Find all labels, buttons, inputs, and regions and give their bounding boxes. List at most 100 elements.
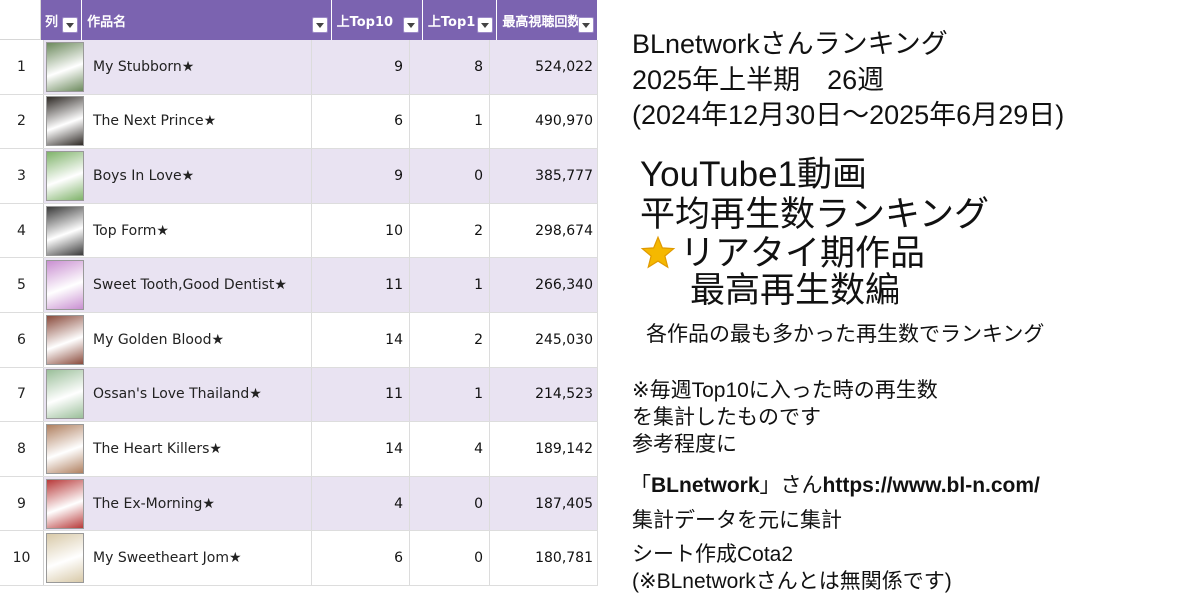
- rank-cell[interactable]: 5: [0, 258, 44, 312]
- top1-count-cell[interactable]: 1: [410, 94, 490, 149]
- max-views-cell[interactable]: 266,340: [490, 258, 598, 312]
- title-text: Ossan's Love Thailand★: [93, 386, 262, 403]
- title-cell[interactable]: The Ex-Morning★: [44, 476, 312, 531]
- source-url-link[interactable]: https://www.bl-n.com/: [822, 474, 1040, 497]
- table-body: 1 My Stubborn★ 9 8 524,022 2 The Next Prince★ 6…: [0, 40, 598, 586]
- top1-count-cell[interactable]: 0: [410, 149, 490, 203]
- title-cell[interactable]: My Stubborn★: [44, 40, 312, 94]
- max-views-cell[interactable]: 187,405: [490, 476, 598, 531]
- poster-thumbnail: [46, 369, 84, 420]
- rank-cell[interactable]: 7: [0, 367, 44, 422]
- top1-count-cell[interactable]: 1: [410, 258, 490, 312]
- top10-count-cell[interactable]: 14: [312, 312, 410, 367]
- subtitle: 各作品の最も多かった再生数でランキング: [646, 323, 1045, 346]
- table-row[interactable]: 5 Sweet Tooth,Good Dentist★ 11 1 266,340: [0, 258, 598, 313]
- table-row[interactable]: 2 The Next Prince★ 6 1 490,970: [0, 94, 598, 150]
- rank-cell[interactable]: 10: [0, 531, 44, 585]
- top10-count-cell[interactable]: 11: [312, 367, 410, 422]
- heading-youtube: YouTube1動画: [640, 155, 868, 194]
- filter-dropdown-icon[interactable]: [477, 17, 494, 33]
- column-header-title[interactable]: 作品名: [82, 0, 332, 40]
- note-author: シート作成Cota2: [632, 543, 794, 566]
- rank-cell[interactable]: 8: [0, 422, 44, 476]
- poster-thumbnail: [46, 41, 84, 92]
- table-row[interactable]: 3 Boys In Love★ 9 0 385,777: [0, 149, 598, 204]
- top10-count-cell[interactable]: 11: [312, 258, 410, 312]
- rank-cell[interactable]: 1: [0, 40, 44, 94]
- table-row[interactable]: 10 My Sweetheart Jom★ 6 0 180,781: [0, 531, 598, 586]
- title-text: Top Form★: [93, 222, 169, 239]
- title-cell[interactable]: The Next Prince★: [44, 94, 312, 149]
- max-views-cell[interactable]: 524,022: [490, 40, 598, 94]
- column-header-top10[interactable]: 上Top10: [331, 0, 423, 40]
- poster-thumbnail: [46, 533, 84, 584]
- rank-cell[interactable]: 9: [0, 476, 44, 531]
- sort-descending-icon[interactable]: [578, 17, 595, 33]
- top1-count-cell[interactable]: 4: [410, 422, 490, 476]
- title-cell[interactable]: My Sweetheart Jom★: [44, 531, 312, 585]
- table-row[interactable]: 7 Ossan's Love Thailand★ 11 1 214,523: [0, 367, 598, 423]
- title-text: My Sweetheart Jom★: [93, 550, 242, 567]
- note-aggregate: を集計したものです: [632, 406, 821, 429]
- top1-count-cell[interactable]: 2: [410, 312, 490, 367]
- poster-thumbnail: [46, 423, 84, 474]
- title-text: The Next Prince★: [93, 113, 217, 130]
- top10-count-cell[interactable]: 14: [312, 422, 410, 476]
- max-views-cell[interactable]: 245,030: [490, 312, 598, 367]
- column-header-top1[interactable]: 上Top1: [422, 0, 498, 40]
- table-row[interactable]: 9 The Ex-Morning★ 4 0 187,405: [0, 476, 598, 532]
- max-views-cell[interactable]: 385,777: [490, 149, 598, 203]
- period-label: 2025年上半期 26週: [632, 65, 885, 95]
- max-views-cell[interactable]: 490,970: [490, 94, 598, 149]
- title-cell[interactable]: My Golden Blood★: [44, 312, 312, 367]
- panel-title: BLnetworkさんランキング: [632, 29, 948, 59]
- rank-cell[interactable]: 4: [0, 203, 44, 258]
- filter-dropdown-icon[interactable]: [402, 17, 419, 33]
- title-text: Sweet Tooth,Good Dentist★: [93, 277, 287, 294]
- column-header-rank[interactable]: 列: [41, 0, 83, 40]
- note-disclaimer: (※BLnetworkさんとは無関係です): [632, 570, 952, 593]
- top1-count-cell[interactable]: 2: [410, 203, 490, 258]
- title-cell[interactable]: Sweet Tooth,Good Dentist★: [44, 258, 312, 312]
- top10-count-cell[interactable]: 9: [312, 40, 410, 94]
- table-row[interactable]: 6 My Golden Blood★ 14 2 245,030: [0, 312, 598, 368]
- filter-dropdown-icon[interactable]: [62, 17, 79, 33]
- top10-count-cell[interactable]: 4: [312, 476, 410, 531]
- max-views-cell[interactable]: 180,781: [490, 531, 598, 585]
- heading-realtime-text: リアタイ期作品: [680, 234, 926, 273]
- column-header-max-views[interactable]: 最高視聴回数: [497, 0, 598, 40]
- top1-count-cell[interactable]: 8: [410, 40, 490, 94]
- rank-cell[interactable]: 3: [0, 149, 44, 203]
- column-header-label: 作品名: [87, 15, 127, 30]
- source-bracket-open: 「: [630, 474, 651, 497]
- note-weekly: ※毎週Top10に入った時の再生数: [632, 379, 938, 402]
- poster-thumbnail: [46, 96, 84, 147]
- title-cell[interactable]: Top Form★: [44, 203, 312, 258]
- max-views-cell[interactable]: 298,674: [490, 203, 598, 258]
- top1-count-cell[interactable]: 1: [410, 367, 490, 422]
- title-cell[interactable]: The Heart Killers★: [44, 422, 312, 476]
- max-views-cell[interactable]: 189,142: [490, 422, 598, 476]
- source-suffix: 」さん: [759, 474, 823, 497]
- corner-cell[interactable]: [0, 0, 42, 40]
- star-icon: [640, 235, 676, 269]
- poster-thumbnail: [46, 150, 84, 201]
- table-row[interactable]: 8 The Heart Killers★ 14 4 189,142: [0, 422, 598, 477]
- max-views-cell[interactable]: 214,523: [490, 367, 598, 422]
- top10-count-cell[interactable]: 6: [312, 94, 410, 149]
- top10-count-cell[interactable]: 9: [312, 149, 410, 203]
- column-header-label: 上Top1: [427, 15, 476, 30]
- table-row[interactable]: 4 Top Form★ 10 2 298,674: [0, 203, 598, 259]
- heading-ranking: 平均再生数ランキング: [640, 195, 989, 234]
- rank-cell[interactable]: 6: [0, 312, 44, 367]
- poster-thumbnail: [46, 205, 84, 256]
- title-cell[interactable]: Ossan's Love Thailand★: [44, 367, 312, 422]
- title-cell[interactable]: Boys In Love★: [44, 149, 312, 203]
- top10-count-cell[interactable]: 6: [312, 531, 410, 585]
- table-row[interactable]: 1 My Stubborn★ 9 8 524,022: [0, 40, 598, 95]
- top10-count-cell[interactable]: 10: [312, 203, 410, 258]
- rank-cell[interactable]: 2: [0, 94, 44, 149]
- top1-count-cell[interactable]: 0: [410, 476, 490, 531]
- top1-count-cell[interactable]: 0: [410, 531, 490, 585]
- filter-dropdown-icon[interactable]: [311, 17, 328, 33]
